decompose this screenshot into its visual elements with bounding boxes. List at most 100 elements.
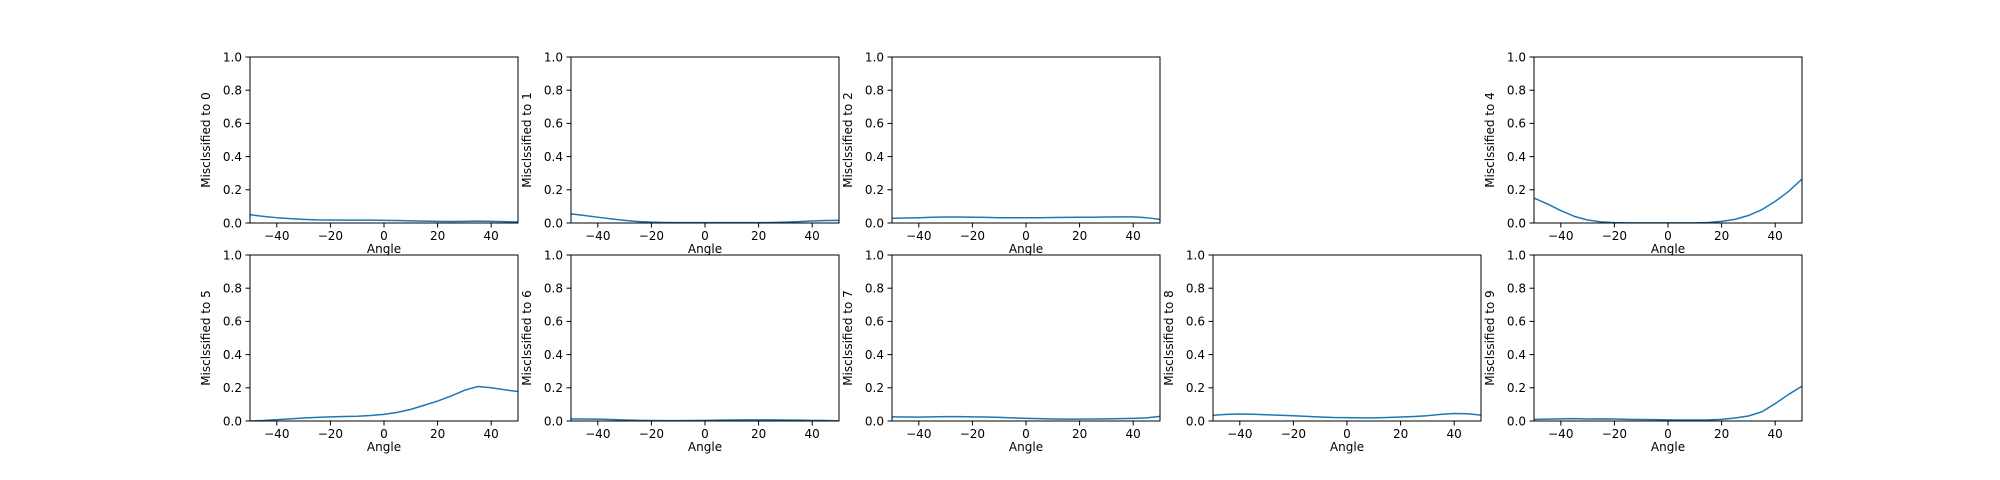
series-line bbox=[1213, 412, 1481, 419]
subplot-0: −40 −20 0 20 40 0.0 0.2 0.4 0.6 0.8 1.0 Angle Miscls… bbox=[199, 50, 519, 256]
y-tick-label: 0.6 bbox=[544, 117, 563, 131]
y-tick-label: 0.6 bbox=[544, 315, 563, 329]
y-axis-label: Misclssified to 6 bbox=[520, 290, 534, 386]
series-line bbox=[250, 213, 518, 223]
y-tick-label: 0.0 bbox=[1507, 414, 1526, 428]
y-axis-label: Misclssified to 0 bbox=[199, 92, 213, 188]
subplot-6: −40 −20 0 20 40 0.0 0.2 0.4 0.6 0.8 1.0 Angle Miscls… bbox=[520, 248, 840, 454]
x-tick-label: 0 bbox=[701, 427, 709, 441]
y-tick-label: 0.2 bbox=[1186, 381, 1205, 395]
y-tick-label: 0.6 bbox=[1507, 315, 1526, 329]
y-tick-label: 1.0 bbox=[1507, 50, 1526, 64]
subplot-8: −40 −20 0 20 40 0.0 0.2 0.4 0.6 0.8 1.0 Angle Miscls… bbox=[1162, 248, 1482, 454]
y-tick-label: 0.0 bbox=[223, 414, 242, 428]
x-tick-label: 20 bbox=[430, 427, 445, 441]
x-tick-label: −20 bbox=[318, 229, 343, 243]
y-tick-label: 0.4 bbox=[544, 348, 563, 362]
x-tick-label: −40 bbox=[585, 427, 610, 441]
y-tick-label: 0.2 bbox=[865, 183, 884, 197]
x-tick-label: −40 bbox=[264, 427, 289, 441]
x-tick-label: 40 bbox=[484, 229, 499, 243]
y-tick-label: 0.0 bbox=[865, 216, 884, 230]
x-tick-label: 0 bbox=[380, 427, 388, 441]
subplot-1: −40 −20 0 20 40 0.0 0.2 0.4 0.6 0.8 1.0 Angle Miscls… bbox=[520, 50, 840, 256]
series-line bbox=[571, 213, 839, 223]
x-tick-label: 20 bbox=[1714, 229, 1729, 243]
y-tick-label: 0.8 bbox=[223, 282, 242, 296]
y-tick-label: 1.0 bbox=[544, 248, 563, 262]
series-line bbox=[571, 418, 839, 421]
x-tick-label: 20 bbox=[751, 229, 766, 243]
y-tick-label: 0.0 bbox=[544, 414, 563, 428]
x-tick-label: 40 bbox=[484, 427, 499, 441]
y-tick-label: 0.0 bbox=[1186, 414, 1205, 428]
x-tick-label: −40 bbox=[1548, 229, 1573, 243]
plot-frame bbox=[249, 254, 519, 422]
series-line bbox=[892, 415, 1160, 420]
y-tick-label: 0.4 bbox=[223, 348, 242, 362]
y-tick-label: 0.0 bbox=[544, 216, 563, 230]
y-tick-label: 0.4 bbox=[865, 150, 884, 164]
plot-frame bbox=[249, 56, 519, 224]
x-tick-label: −20 bbox=[318, 427, 343, 441]
x-tick-label: 0 bbox=[380, 229, 388, 243]
y-tick-label: 0.6 bbox=[865, 117, 884, 131]
x-tick-label: 40 bbox=[805, 229, 820, 243]
x-axis-label: Angle bbox=[1009, 440, 1043, 454]
x-tick-label: −20 bbox=[1602, 229, 1627, 243]
y-axis-label: Misclssified to 8 bbox=[1162, 290, 1176, 386]
x-tick-label: 0 bbox=[701, 229, 709, 243]
y-tick-label: 1.0 bbox=[865, 248, 884, 262]
x-tick-label: −40 bbox=[1227, 427, 1252, 441]
plot-frame bbox=[1533, 56, 1803, 224]
y-tick-label: 0.2 bbox=[1507, 183, 1526, 197]
x-tick-label: 40 bbox=[1126, 427, 1141, 441]
x-tick-label: 40 bbox=[805, 427, 820, 441]
x-tick-label: 20 bbox=[751, 427, 766, 441]
y-tick-label: 0.0 bbox=[1507, 216, 1526, 230]
y-tick-label: 0.0 bbox=[865, 414, 884, 428]
x-tick-label: 20 bbox=[1072, 229, 1087, 243]
x-tick-label: 40 bbox=[1447, 427, 1462, 441]
plot-frame bbox=[891, 254, 1161, 422]
series-line bbox=[892, 216, 1160, 221]
y-tick-label: 0.6 bbox=[1507, 117, 1526, 131]
x-tick-label: −20 bbox=[1602, 427, 1627, 441]
x-tick-label: 0 bbox=[1664, 427, 1672, 441]
plot-frame bbox=[1212, 254, 1482, 422]
x-tick-label: 20 bbox=[430, 229, 445, 243]
y-tick-label: 1.0 bbox=[1186, 248, 1205, 262]
y-tick-label: 0.2 bbox=[544, 381, 563, 395]
x-tick-label: −20 bbox=[1281, 427, 1306, 441]
plot-frame bbox=[570, 254, 840, 422]
y-tick-label: 0.8 bbox=[1186, 282, 1205, 296]
y-tick-label: 1.0 bbox=[1507, 248, 1526, 262]
x-axis-label: Angle bbox=[688, 440, 722, 454]
x-tick-label: 0 bbox=[1343, 427, 1351, 441]
subplot-5: −40 −20 0 20 40 0.0 0.2 0.4 0.6 0.8 1.0 Angle Miscls… bbox=[199, 248, 519, 454]
y-axis-label: Misclssified to 2 bbox=[841, 92, 855, 188]
x-tick-label: 0 bbox=[1022, 229, 1030, 243]
series-line bbox=[1534, 385, 1802, 421]
series-line bbox=[1534, 178, 1802, 223]
y-tick-label: 1.0 bbox=[223, 50, 242, 64]
plot-frame bbox=[891, 56, 1161, 224]
x-tick-label: −20 bbox=[639, 229, 664, 243]
y-tick-label: 0.4 bbox=[1186, 348, 1205, 362]
y-tick-label: 0.2 bbox=[1507, 381, 1526, 395]
y-tick-label: 0.6 bbox=[865, 315, 884, 329]
y-axis-label: Misclssified to 5 bbox=[199, 290, 213, 386]
x-tick-label: −40 bbox=[906, 229, 931, 243]
x-tick-label: −20 bbox=[639, 427, 664, 441]
plot-frame bbox=[1533, 254, 1803, 422]
x-tick-label: 20 bbox=[1072, 427, 1087, 441]
x-tick-label: 20 bbox=[1714, 427, 1729, 441]
y-tick-label: 0.8 bbox=[544, 84, 563, 98]
x-tick-label: −40 bbox=[585, 229, 610, 243]
plot-frame bbox=[570, 56, 840, 224]
subplot-9: −40 −20 0 20 40 0.0 0.2 0.4 0.6 0.8 1.0 Angle Miscls… bbox=[1483, 248, 1803, 454]
x-tick-label: 40 bbox=[1126, 229, 1141, 243]
y-tick-label: 0.0 bbox=[223, 216, 242, 230]
y-tick-label: 0.8 bbox=[865, 282, 884, 296]
